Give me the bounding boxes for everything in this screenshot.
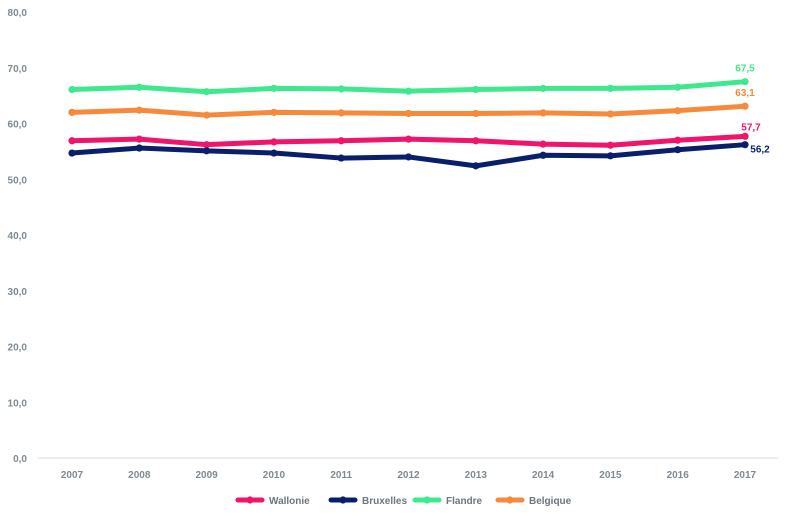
data-point <box>270 149 278 157</box>
data-point <box>539 109 547 117</box>
y-tick-label: 70,0 <box>8 64 28 75</box>
data-point <box>404 135 413 143</box>
data-point <box>270 108 278 116</box>
x-tick-label: 2015 <box>599 470 622 481</box>
data-point <box>337 85 345 93</box>
data-point <box>741 102 749 110</box>
legend-label: Belgique <box>529 496 572 507</box>
data-point <box>203 141 211 149</box>
x-tick-label: 2009 <box>195 470 218 481</box>
x-tick-label: 2016 <box>667 470 690 481</box>
y-tick-label: 80,0 <box>8 8 28 19</box>
x-axis: 2007 2008 2009 2010 2011 2012 2013 2014 2015 2016… <box>38 457 778 481</box>
data-point <box>203 111 211 119</box>
data-point <box>68 108 76 116</box>
data-point <box>135 106 143 114</box>
data-point <box>337 154 345 162</box>
data-point <box>68 85 76 94</box>
x-tick-label: 2010 <box>263 470 286 481</box>
data-point <box>539 151 547 159</box>
legend-item-flandre: Flandre <box>412 496 483 507</box>
x-tick-label: 2008 <box>128 470 151 481</box>
data-point <box>270 138 278 146</box>
y-tick-label: 40,0 <box>8 231 28 242</box>
data-point <box>606 141 615 149</box>
data-point <box>741 132 749 140</box>
data-label: 57,7 <box>741 122 761 133</box>
data-point <box>539 84 547 92</box>
data-label: 63,1 <box>735 88 755 99</box>
data-point <box>674 136 682 144</box>
data-label: 67,5 <box>735 64 755 75</box>
legend-label: Bruxelles <box>362 496 407 507</box>
data-point <box>606 152 615 160</box>
y-axis: 0,0 10,0 20,0 30,0 40,0 50,0 60,0 70,0 80,0 <box>8 8 28 465</box>
data-point <box>472 162 480 170</box>
data-point <box>606 84 615 92</box>
legend: Wallonie Bruxelles Flandre Belgique <box>235 496 572 507</box>
legend-marker <box>506 496 514 504</box>
data-point <box>404 153 413 161</box>
series-flandre: 67,5 <box>68 64 755 96</box>
legend-item-bruxelles: Bruxelles <box>328 496 407 507</box>
x-tick-label: 2012 <box>397 470 420 481</box>
data-point <box>741 78 749 86</box>
y-tick-label: 20,0 <box>8 343 28 354</box>
data-label: 56,2 <box>750 145 770 156</box>
legend-marker <box>339 496 347 504</box>
legend-label: Flandre <box>446 496 483 507</box>
y-tick-label: 10,0 <box>8 398 28 409</box>
x-tick-label: 2007 <box>61 470 84 481</box>
data-point <box>674 146 682 154</box>
legend-item-belgique: Belgique <box>495 496 572 507</box>
x-tick-label: 2011 <box>330 470 352 481</box>
legend-marker <box>423 496 431 504</box>
legend-item-wallonie: Wallonie <box>235 496 310 507</box>
data-point <box>674 107 682 115</box>
data-point <box>203 147 211 155</box>
x-tick-label: 2014 <box>532 470 555 481</box>
data-point <box>337 137 345 145</box>
x-tick-label: 2013 <box>465 470 488 481</box>
y-tick-label: 0,0 <box>13 454 27 465</box>
data-point <box>135 135 143 143</box>
plot-area: 57,7 56,2 67,5 63,1 <box>68 64 770 170</box>
data-point <box>135 144 143 152</box>
series-wallonie: 57,7 <box>68 122 761 149</box>
data-point <box>203 88 211 96</box>
data-point <box>674 83 682 91</box>
data-point <box>135 83 143 91</box>
data-point <box>68 137 76 145</box>
data-point <box>270 84 278 92</box>
data-point <box>337 109 345 117</box>
data-point <box>741 141 749 149</box>
y-tick-label: 30,0 <box>8 287 28 298</box>
legend-label: Wallonie <box>269 496 310 507</box>
x-tick-label: 2017 <box>734 470 757 481</box>
data-point <box>404 87 413 95</box>
y-tick-label: 60,0 <box>8 120 28 131</box>
data-point <box>404 109 413 118</box>
data-point <box>68 149 76 157</box>
data-point <box>472 137 480 145</box>
series-belgique: 63,1 <box>68 88 755 119</box>
data-point <box>472 109 480 118</box>
data-point <box>472 85 480 94</box>
legend-marker <box>246 496 254 504</box>
series-bruxelles: 56,2 <box>68 141 770 170</box>
data-point <box>606 110 615 118</box>
data-point <box>539 140 547 148</box>
y-tick-label: 50,0 <box>8 175 28 186</box>
